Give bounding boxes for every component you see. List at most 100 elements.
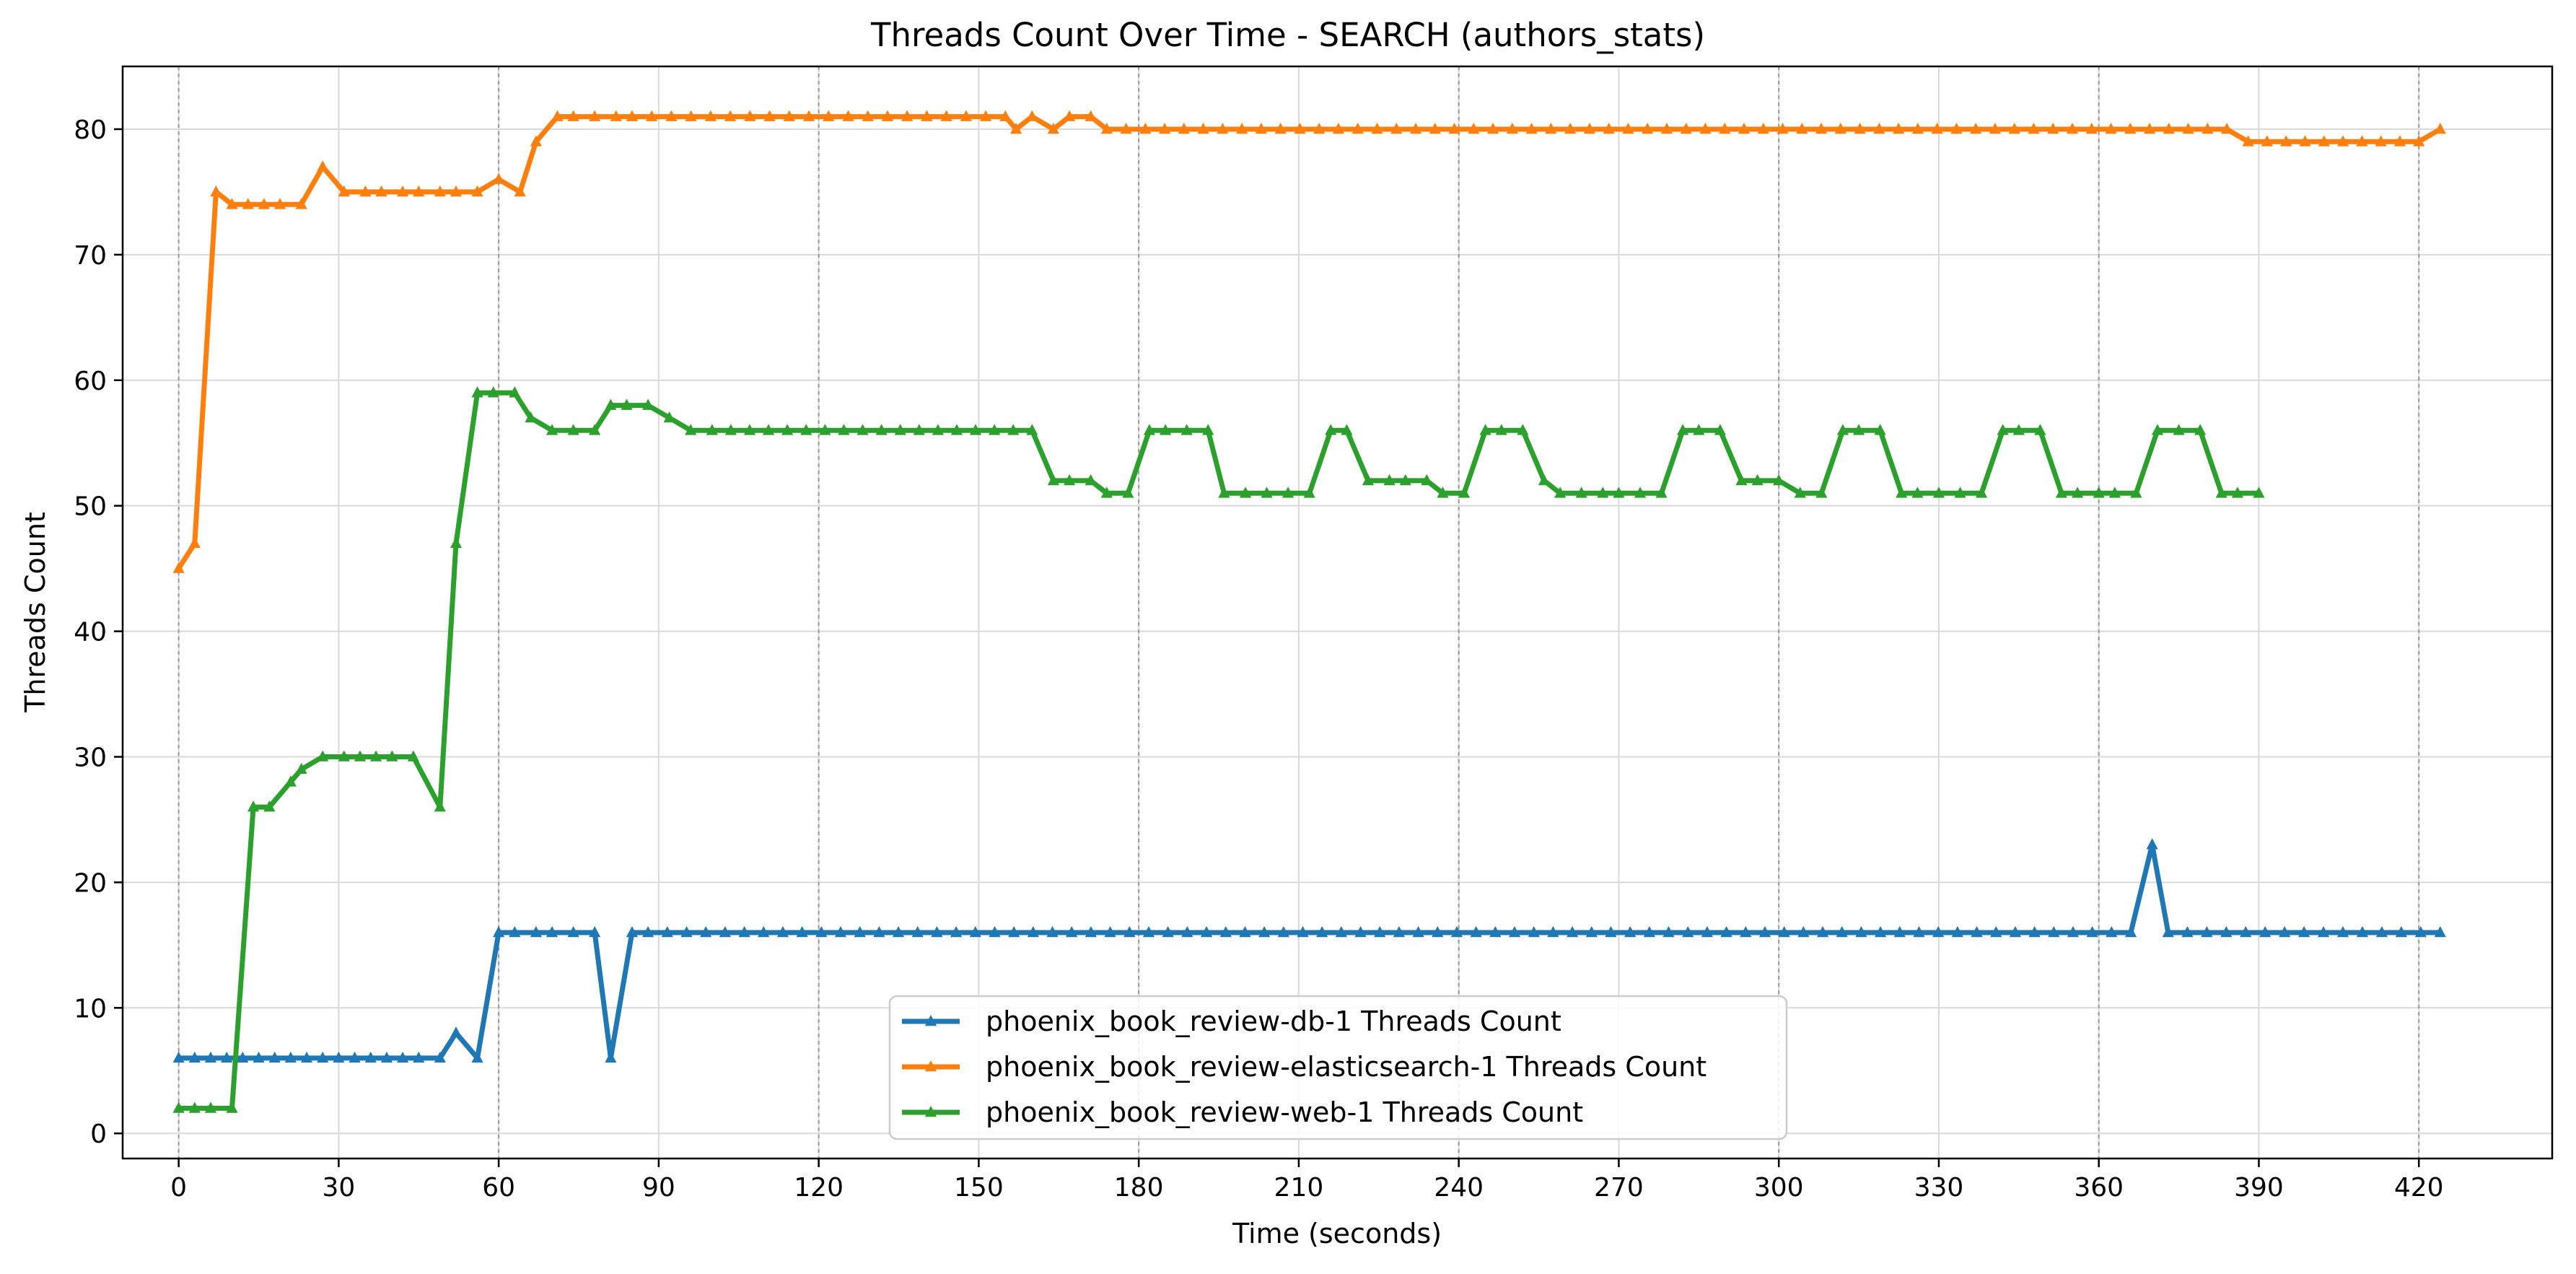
data-point xyxy=(796,925,808,938)
data-point xyxy=(989,925,1001,938)
data-point xyxy=(221,1051,233,1063)
y-tick-label: 20 xyxy=(74,868,107,898)
data-point xyxy=(2012,424,2025,435)
grid xyxy=(123,66,2552,1159)
data-point xyxy=(1180,424,1193,435)
series-line xyxy=(176,114,2443,572)
data-point xyxy=(2048,925,2060,938)
data-point xyxy=(1538,474,1551,486)
data-point xyxy=(1371,122,1383,134)
legend-label: phoenix_book_review-db-1 Threads Count xyxy=(986,1005,1561,1037)
data-point xyxy=(1950,122,1963,134)
data-point xyxy=(646,110,658,121)
data-point xyxy=(1794,487,1806,498)
data-point xyxy=(338,750,350,762)
data-point xyxy=(776,925,789,938)
data-point xyxy=(1063,474,1076,486)
data-point xyxy=(2298,925,2310,938)
data-point xyxy=(2072,487,2084,498)
data-point xyxy=(172,1101,185,1113)
data-point xyxy=(2317,925,2330,938)
data-point xyxy=(857,424,869,435)
series-2 xyxy=(172,386,2265,1113)
data-point xyxy=(546,925,558,938)
x-tick-label: 390 xyxy=(2234,1173,2284,1203)
data-point xyxy=(1720,925,1732,938)
data-point xyxy=(1027,925,1039,938)
data-point xyxy=(621,398,633,410)
data-point xyxy=(1351,122,1364,134)
data-point xyxy=(1468,122,1480,134)
data-point xyxy=(1777,122,1789,134)
data-point xyxy=(783,110,795,121)
data-point xyxy=(1255,122,1268,134)
data-point xyxy=(940,110,952,121)
data-point xyxy=(605,1051,617,1063)
data-point xyxy=(434,185,446,197)
data-point xyxy=(1142,925,1155,938)
data-point xyxy=(1796,122,1808,134)
data-point xyxy=(1893,122,1905,134)
data-point xyxy=(2130,487,2142,498)
data-point xyxy=(931,925,943,938)
data-point xyxy=(370,750,382,762)
data-point xyxy=(862,110,874,121)
data-point xyxy=(1162,925,1174,938)
data-point xyxy=(1007,424,1020,435)
legend-label: phoenix_book_review-elasticsearch-1 Thre… xyxy=(986,1051,1707,1083)
data-point xyxy=(1282,487,1294,498)
data-point xyxy=(980,110,992,121)
data-point xyxy=(1990,925,2002,938)
data-point xyxy=(450,1026,463,1038)
data-point xyxy=(1506,122,1518,134)
data-point xyxy=(1836,424,1849,435)
data-point xyxy=(2220,925,2233,938)
data-point xyxy=(1200,925,1213,938)
data-point xyxy=(1325,424,1337,435)
data-point xyxy=(1585,925,1598,938)
data-point xyxy=(1047,474,1059,486)
data-point xyxy=(1448,122,1460,134)
data-point xyxy=(1567,925,1579,938)
data-point xyxy=(873,925,885,938)
data-point xyxy=(1554,487,1567,498)
data-point xyxy=(380,1051,393,1063)
data-point xyxy=(1971,925,1983,938)
data-point xyxy=(1975,487,1988,498)
data-point xyxy=(1989,122,2002,134)
data-point xyxy=(2201,925,2213,938)
data-point xyxy=(1701,925,1714,938)
data-point xyxy=(724,110,737,121)
data-point xyxy=(1896,487,1908,498)
data-point xyxy=(1432,925,1444,938)
legend-swatch-marker xyxy=(924,1060,937,1072)
data-point xyxy=(2336,925,2349,938)
data-point xyxy=(1332,122,1345,134)
data-point xyxy=(738,925,750,938)
data-point xyxy=(188,1101,201,1113)
data-point xyxy=(1100,122,1113,134)
y-axis-label: Threads Count xyxy=(19,512,51,713)
data-point xyxy=(1773,474,1785,486)
data-point xyxy=(1143,424,1156,435)
data-point xyxy=(610,110,622,121)
data-point xyxy=(2220,122,2233,134)
data-point xyxy=(2413,135,2425,147)
y-tick-label: 30 xyxy=(74,743,107,772)
data-point xyxy=(226,198,238,209)
data-point xyxy=(2124,122,2137,134)
data-point xyxy=(641,398,654,410)
data-point xyxy=(471,185,483,197)
data-point xyxy=(1660,122,1673,134)
data-point xyxy=(567,424,579,435)
data-point xyxy=(1239,925,1251,938)
data-point xyxy=(1603,122,1615,134)
data-point xyxy=(2108,487,2121,498)
data-point xyxy=(1470,925,1482,938)
data-point xyxy=(338,185,350,197)
data-point xyxy=(2181,925,2194,938)
y-tick-label: 80 xyxy=(74,115,107,145)
data-point xyxy=(911,925,924,938)
data-point xyxy=(1202,424,1214,435)
data-point xyxy=(407,750,419,762)
